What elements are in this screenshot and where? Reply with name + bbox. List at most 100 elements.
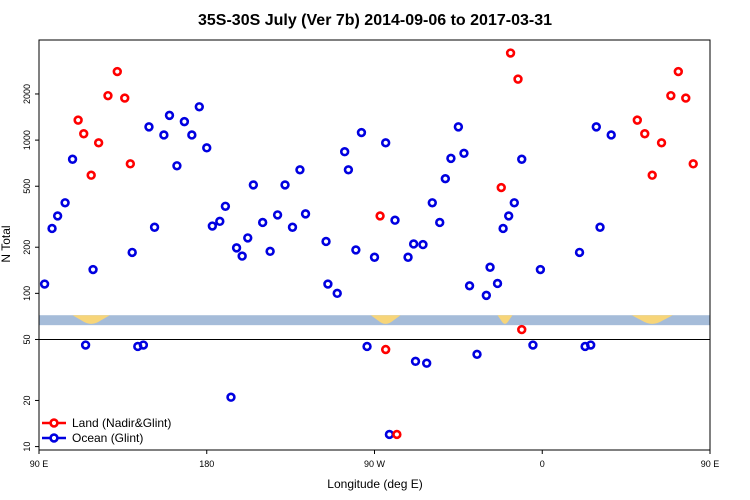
- ocean-point: [202, 143, 212, 153]
- data-points: [39, 48, 698, 440]
- legend-ocean-label: Ocean (Glint): [72, 431, 143, 445]
- ocean-point: [528, 340, 538, 350]
- land-point: [112, 66, 122, 77]
- ocean-point: [492, 278, 503, 289]
- map-strip-land: [72, 315, 110, 324]
- ocean-point: [215, 216, 225, 227]
- ocean-point: [453, 122, 464, 132]
- y-tick-label: 50: [22, 334, 32, 344]
- ocean-point: [369, 252, 380, 262]
- land-point: [640, 129, 650, 139]
- map-strip-ocean: [39, 315, 710, 326]
- ocean-point: [517, 154, 527, 164]
- ocean-point: [194, 102, 204, 112]
- ocean-point: [351, 245, 361, 255]
- x-axis: 90 E 180 90 W 0 90 E: [30, 450, 720, 469]
- legend-land-marker: [49, 418, 59, 428]
- land-point: [666, 90, 676, 101]
- land-point: [632, 115, 643, 125]
- ocean-point: [47, 223, 57, 234]
- x-tick-label: 0: [540, 459, 545, 469]
- ocean-point: [464, 281, 475, 291]
- ocean-point: [207, 221, 218, 231]
- land-point: [93, 138, 104, 148]
- ocean-point: [231, 243, 242, 253]
- ocean-point: [485, 262, 495, 272]
- ocean-point: [164, 110, 175, 121]
- y-tick-label: 2000: [22, 84, 32, 104]
- ocean-point: [380, 138, 391, 148]
- legend-land-label: Land (Nadir&Glint): [72, 416, 171, 430]
- chart-title: 35S-30S July (Ver 7b) 2014-09-06 to 2017…: [198, 12, 552, 29]
- land-point: [125, 159, 136, 169]
- land-point: [375, 211, 385, 221]
- ocean-point: [67, 154, 78, 164]
- plot-frame: [38, 39, 711, 451]
- map-strip-land: [497, 315, 513, 324]
- ocean-point: [226, 392, 236, 402]
- land-point: [505, 48, 516, 58]
- ocean-point: [343, 165, 354, 175]
- ocean-point: [410, 356, 421, 367]
- y-tick-label: 500: [22, 179, 32, 194]
- ocean-point: [80, 340, 91, 350]
- ocean-point: [339, 147, 350, 157]
- x-tick-label: 180: [199, 459, 214, 469]
- land-point: [681, 93, 691, 103]
- ocean-point: [321, 236, 331, 247]
- y-tick-label: 10: [22, 442, 32, 452]
- ocean-point: [237, 251, 247, 261]
- ocean-point: [52, 211, 63, 221]
- ocean-point: [586, 340, 596, 350]
- ocean-point: [287, 222, 298, 232]
- map-strip-land: [631, 315, 673, 324]
- land-point: [688, 159, 698, 169]
- ocean-point: [159, 130, 169, 140]
- land-point: [380, 344, 391, 355]
- x-tick-label: 90 E: [701, 459, 720, 469]
- y-axis: 10 20 50 100 200 500 1000 2000: [22, 84, 39, 452]
- y-axis-title: N Total: [0, 225, 13, 262]
- ocean-point: [39, 279, 50, 289]
- land-point: [73, 115, 83, 125]
- ocean-point: [606, 130, 616, 140]
- ocean-point: [390, 215, 400, 225]
- y-tick-label: 100: [22, 286, 32, 301]
- land-point: [79, 129, 89, 139]
- legend-ocean-marker: [49, 433, 59, 443]
- ocean-point: [504, 211, 514, 221]
- ocean-point: [248, 180, 259, 190]
- ocean-point: [88, 264, 98, 275]
- ocean-point: [60, 198, 70, 208]
- y-tick-label: 1000: [22, 130, 32, 150]
- y-tick-label: 200: [22, 240, 32, 255]
- ocean-point: [257, 217, 268, 228]
- land-point: [120, 93, 130, 103]
- ocean-point: [187, 130, 197, 140]
- ocean-point: [300, 209, 311, 219]
- ocean-point: [220, 201, 231, 211]
- ocean-point: [280, 180, 290, 190]
- ocean-point: [418, 239, 428, 250]
- ocean-point: [295, 165, 305, 175]
- ocean-point: [427, 198, 437, 208]
- land-point: [86, 170, 96, 180]
- ocean-point: [356, 127, 367, 138]
- ocean-point: [595, 222, 605, 232]
- ocean-point: [127, 247, 137, 258]
- ocean-point: [481, 290, 492, 301]
- ocean-point: [440, 173, 451, 184]
- ocean-point: [243, 233, 253, 243]
- ocean-point: [362, 341, 372, 352]
- ocean-point: [265, 246, 275, 257]
- land-point: [673, 66, 684, 77]
- ocean-point: [179, 116, 190, 127]
- x-axis-title: Longitude (deg E): [327, 477, 422, 491]
- land-point: [496, 182, 506, 193]
- ocean-point: [138, 340, 149, 350]
- land-point: [392, 429, 402, 440]
- ocean-point: [421, 358, 432, 368]
- ocean-point: [172, 161, 182, 171]
- ocean-point: [459, 148, 469, 159]
